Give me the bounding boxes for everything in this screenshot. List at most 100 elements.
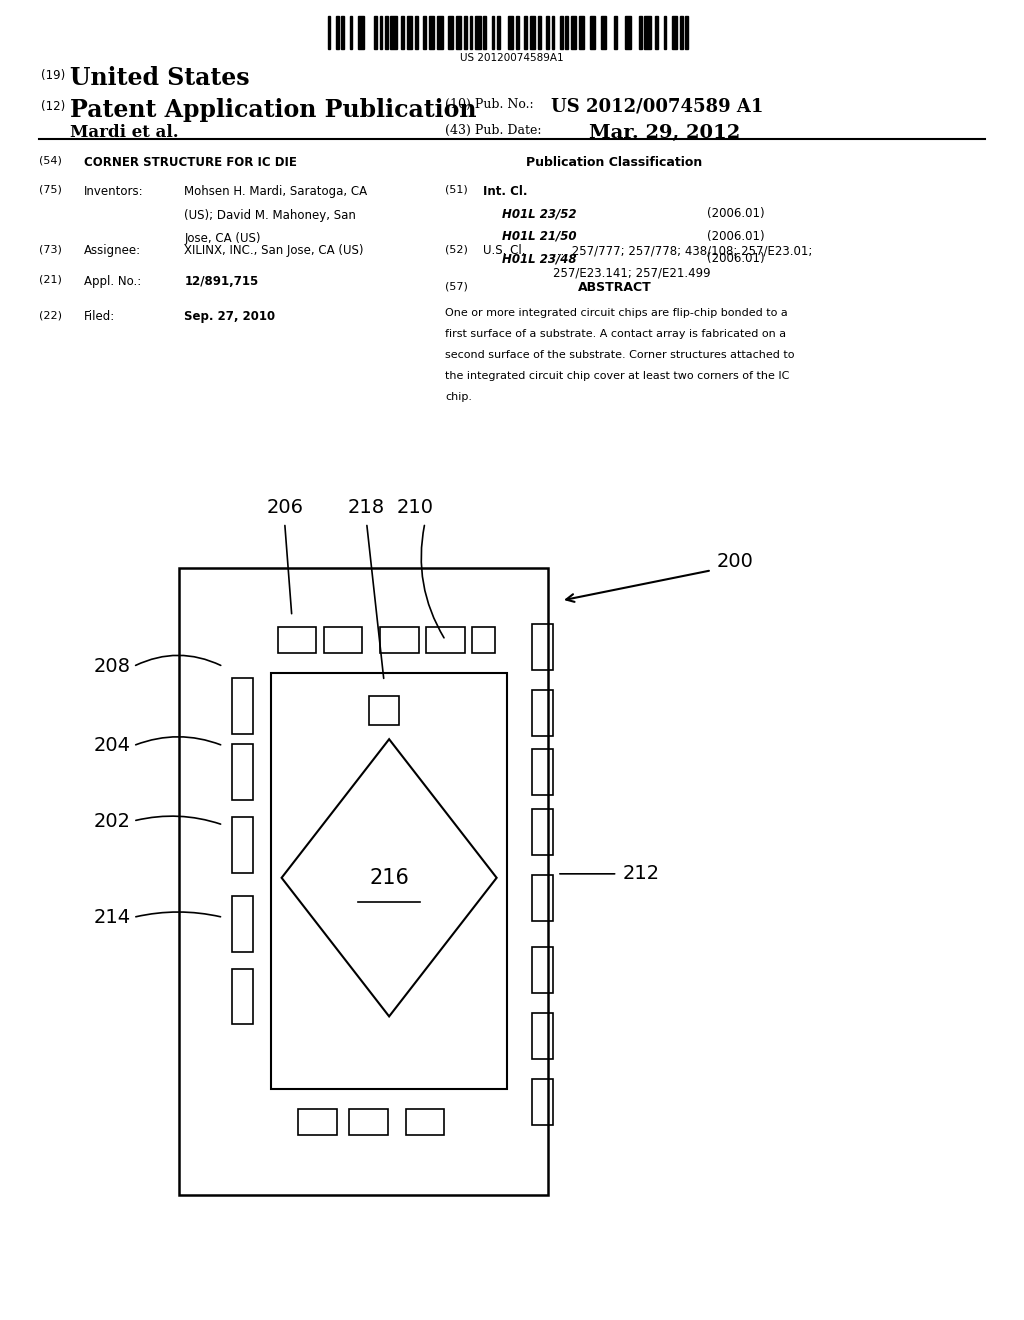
Text: CORNER STRUCTURE FOR IC DIE: CORNER STRUCTURE FOR IC DIE	[84, 156, 297, 169]
Bar	[232, 678, 253, 734]
Bar	[341, 16, 344, 49]
Bar	[380, 627, 419, 653]
Bar	[232, 744, 253, 800]
Bar	[423, 16, 426, 49]
Text: US 20120074589A1: US 20120074589A1	[460, 53, 564, 63]
Text: Appl. No.:: Appl. No.:	[84, 275, 141, 288]
Text: XILINX, INC., San Jose, CA (US): XILINX, INC., San Jose, CA (US)	[184, 244, 364, 257]
Bar	[437, 16, 443, 49]
Bar	[685, 16, 688, 49]
Bar	[664, 16, 667, 49]
Bar	[456, 16, 462, 49]
Text: ABSTRACT: ABSTRACT	[578, 281, 651, 294]
Text: (52): (52)	[445, 244, 468, 255]
Text: (2006.01): (2006.01)	[707, 230, 764, 243]
Text: 202: 202	[94, 812, 131, 830]
Text: Filed:: Filed:	[84, 310, 116, 323]
Text: second surface of the substrate. Corner structures attached to: second surface of the substrate. Corner …	[445, 350, 795, 360]
Bar	[369, 696, 399, 725]
Text: (57): (57)	[445, 281, 468, 292]
Bar	[532, 689, 553, 737]
Bar	[390, 16, 396, 49]
Text: Sep. 27, 2010: Sep. 27, 2010	[184, 310, 275, 323]
Bar	[349, 1109, 388, 1135]
Text: Assignee:: Assignee:	[84, 244, 141, 257]
Text: US 2012/0074589 A1: US 2012/0074589 A1	[551, 98, 763, 116]
Bar	[601, 16, 606, 49]
Text: Mardi et al.: Mardi et al.	[70, 124, 178, 141]
Bar	[532, 750, 553, 795]
Text: Patent Application Publication: Patent Application Publication	[70, 98, 476, 121]
Bar	[278, 627, 316, 653]
Bar	[232, 817, 253, 873]
Bar	[565, 16, 568, 49]
Bar	[560, 16, 562, 49]
Text: H01L 23/52: H01L 23/52	[502, 207, 577, 220]
Text: Mohsen H. Mardi, Saratoga, CA: Mohsen H. Mardi, Saratoga, CA	[184, 185, 368, 198]
Bar	[532, 948, 553, 993]
Bar	[524, 16, 527, 49]
Text: (54): (54)	[39, 156, 61, 166]
Text: (75): (75)	[39, 185, 61, 195]
Bar	[532, 624, 553, 671]
Bar	[532, 874, 553, 921]
Text: (51): (51)	[445, 185, 468, 195]
Bar	[552, 16, 554, 49]
Bar	[483, 16, 486, 49]
Bar	[328, 16, 331, 49]
Text: (US); David M. Mahoney, San: (US); David M. Mahoney, San	[184, 209, 356, 222]
Bar	[357, 16, 364, 49]
Text: Int. Cl.: Int. Cl.	[483, 185, 527, 198]
Bar	[590, 16, 595, 49]
Text: 12/891,715: 12/891,715	[184, 275, 259, 288]
Bar	[529, 16, 536, 49]
Text: 212: 212	[623, 865, 659, 883]
Bar	[570, 16, 577, 49]
Bar	[470, 16, 472, 49]
Text: 204: 204	[94, 737, 131, 755]
Text: 210: 210	[396, 499, 433, 517]
Bar	[532, 1080, 553, 1125]
Text: 214: 214	[94, 908, 131, 927]
Text: chip.: chip.	[445, 392, 472, 403]
Bar	[639, 16, 642, 49]
Text: U.S. Cl.: U.S. Cl.	[483, 244, 526, 257]
Bar	[380, 16, 382, 49]
Bar	[472, 627, 496, 653]
Bar	[464, 16, 467, 49]
Text: Jose, CA (US): Jose, CA (US)	[184, 232, 261, 246]
Text: 257/E23.141; 257/E21.499: 257/E23.141; 257/E21.499	[553, 267, 711, 280]
Bar	[324, 627, 362, 653]
Text: (73): (73)	[39, 244, 61, 255]
Text: (12): (12)	[41, 100, 66, 114]
Bar	[492, 16, 495, 49]
Bar	[298, 1109, 337, 1135]
Bar	[385, 16, 388, 49]
Bar	[579, 16, 585, 49]
Bar	[407, 16, 413, 49]
Text: (19): (19)	[41, 69, 66, 82]
Text: (43) Pub. Date:: (43) Pub. Date:	[445, 124, 542, 137]
Bar	[447, 16, 454, 49]
Text: first surface of a substrate. A contact array is fabricated on a: first surface of a substrate. A contact …	[445, 329, 786, 339]
Bar	[406, 1109, 444, 1135]
Bar	[232, 896, 253, 952]
Bar	[475, 16, 480, 49]
Bar	[415, 16, 418, 49]
Bar	[349, 16, 352, 49]
Bar	[516, 16, 519, 49]
Bar	[614, 16, 617, 49]
Text: (10) Pub. No.:: (10) Pub. No.:	[445, 98, 535, 111]
Text: (22): (22)	[39, 310, 61, 321]
Text: One or more integrated circuit chips are flip-chip bonded to a: One or more integrated circuit chips are…	[445, 308, 788, 318]
Bar	[401, 16, 404, 49]
Text: (2006.01): (2006.01)	[707, 207, 764, 220]
Text: United States: United States	[70, 66, 249, 90]
Text: 216: 216	[370, 867, 409, 888]
Text: H01L 21/50: H01L 21/50	[502, 230, 577, 243]
Text: 206: 206	[266, 499, 303, 517]
Bar	[426, 627, 465, 653]
Bar	[532, 808, 553, 855]
Text: .... 257/777; 257/778; 438/108; 257/E23.01;: .... 257/777; 257/778; 438/108; 257/E23.…	[553, 244, 812, 257]
Bar	[232, 969, 253, 1024]
